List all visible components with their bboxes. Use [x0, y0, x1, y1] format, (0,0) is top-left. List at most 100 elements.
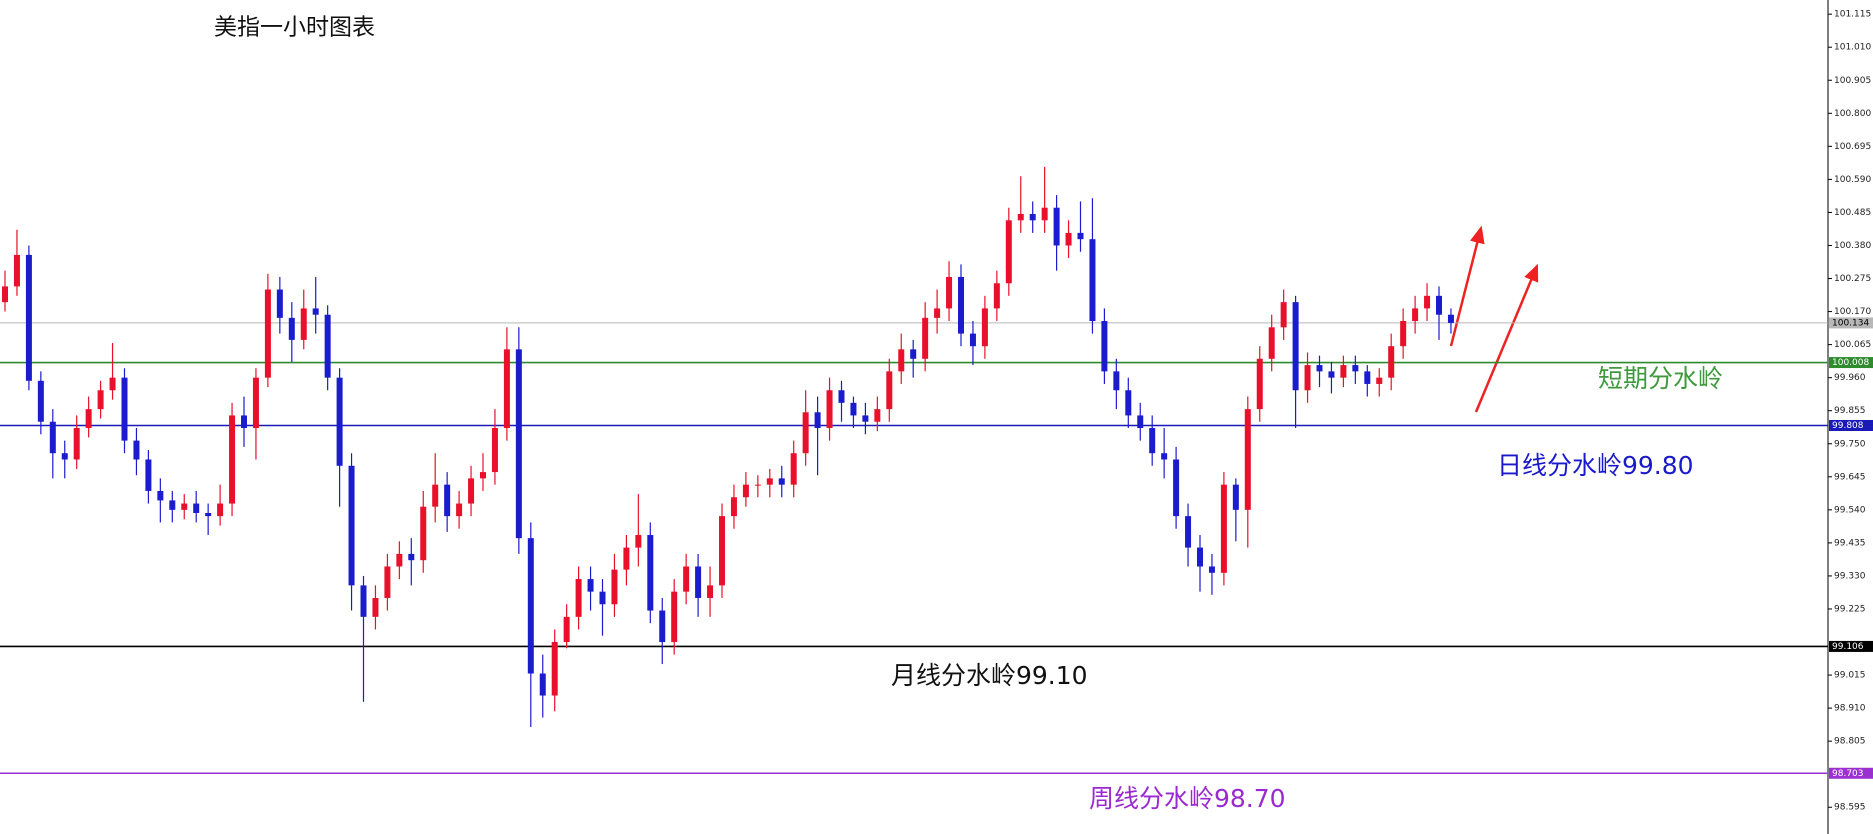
candle-body	[671, 591, 678, 643]
candle-body	[1149, 428, 1156, 454]
candle-body	[1447, 314, 1454, 323]
candle-body	[205, 512, 212, 517]
y-tick-label: 101.010	[1834, 43, 1871, 53]
candle-body	[778, 478, 785, 485]
candle-body	[169, 500, 176, 510]
y-tick-label: 98.805	[1834, 737, 1866, 747]
y-tick-label: 99.015	[1834, 671, 1866, 681]
level-tag	[1829, 640, 1873, 652]
candle-body	[969, 333, 976, 347]
level-tag-label: 100.008	[1832, 358, 1869, 368]
level-tag-label: 100.134	[1832, 318, 1869, 328]
candle-body	[252, 377, 259, 429]
candle-body	[1137, 415, 1144, 429]
candle-body	[85, 409, 92, 429]
y-tick-label: 99.435	[1834, 538, 1866, 548]
level-tag	[1829, 357, 1873, 369]
candle-body	[264, 289, 271, 378]
candle-body	[587, 579, 594, 592]
candle-body	[1005, 220, 1012, 284]
candle-body	[623, 547, 630, 570]
arrow	[1449, 225, 1485, 347]
level-tag-label: 99.808	[1832, 421, 1864, 431]
candle-body	[946, 276, 953, 309]
level-tag-label: 99.106	[1832, 642, 1864, 652]
candle-body	[133, 440, 140, 460]
candle-body	[229, 415, 236, 504]
candle-body	[420, 506, 427, 561]
candle-body	[1041, 207, 1048, 221]
candle-body	[300, 308, 307, 340]
candle-body	[766, 478, 773, 485]
candle-body	[25, 254, 32, 381]
candle-body	[683, 566, 690, 592]
y-tick-label: 99.330	[1834, 571, 1866, 581]
candle-body	[1101, 321, 1108, 372]
candle-body	[324, 314, 331, 378]
annotation: 月线分水岭99.10	[891, 661, 1088, 690]
candle-body	[121, 377, 128, 441]
candle-body	[1364, 371, 1371, 384]
candle-body	[814, 412, 821, 429]
y-tick-label: 98.910	[1834, 704, 1866, 714]
candle-body	[432, 484, 439, 507]
candle-body	[348, 465, 355, 586]
candle-body	[754, 484, 761, 486]
candle-body	[898, 349, 905, 372]
annotation: 短期分水岭	[1598, 364, 1723, 393]
candle-body	[1053, 207, 1060, 246]
candle-body	[1316, 365, 1323, 372]
candle-body	[1304, 365, 1311, 391]
candle-body	[2, 286, 8, 303]
candle-body	[1436, 295, 1442, 315]
level-tag-label: 98.703	[1832, 769, 1864, 779]
annotation: 周线分水岭98.70	[1089, 784, 1286, 813]
level-tag	[1829, 317, 1873, 329]
y-tick-label: 99.855	[1834, 406, 1866, 416]
candle-body	[1161, 453, 1168, 460]
candle-body	[527, 538, 534, 674]
candle-body	[575, 579, 582, 617]
candle-body	[1352, 365, 1359, 372]
candle-body	[1424, 295, 1431, 309]
candle-body	[145, 459, 152, 491]
candle-body	[193, 503, 200, 513]
candle-body	[1185, 516, 1192, 548]
candle-body	[981, 308, 988, 347]
annotation: 日线分水岭99.80	[1497, 451, 1694, 480]
candle-body	[993, 283, 1000, 309]
candle-body	[288, 317, 295, 340]
candle-body	[515, 349, 522, 539]
candle-body	[1173, 459, 1180, 517]
candle-body	[181, 503, 188, 510]
candle-body	[1328, 371, 1335, 378]
y-tick-label: 100.695	[1834, 142, 1871, 152]
candle-body	[934, 308, 941, 318]
candle-body	[1412, 308, 1419, 322]
y-tick-label: 100.590	[1834, 175, 1871, 185]
candle-body	[217, 503, 224, 517]
candle-body	[1089, 239, 1096, 322]
candle-body	[611, 569, 618, 605]
y-tick-label: 99.750	[1834, 439, 1866, 449]
candle-body	[157, 490, 164, 501]
candle-body	[384, 566, 391, 598]
candle-body	[491, 428, 498, 473]
candle-body	[1268, 327, 1275, 359]
y-tick-label: 100.800	[1834, 109, 1871, 119]
candle-body	[480, 472, 486, 479]
candle-body	[97, 390, 104, 410]
candle-body	[1232, 484, 1239, 510]
candle-body	[910, 349, 917, 359]
candle-body	[1029, 214, 1036, 221]
candle-body	[659, 610, 666, 643]
candle-body	[790, 453, 797, 485]
candle-body	[707, 585, 714, 598]
y-tick-label: 101.115	[1834, 10, 1871, 20]
candle-body	[336, 377, 343, 466]
y-tick-label: 99.645	[1834, 472, 1866, 482]
candle-body	[874, 409, 881, 422]
y-tick-label: 98.595	[1834, 803, 1866, 813]
candle-body	[1400, 321, 1407, 347]
level-tag	[1829, 767, 1873, 779]
